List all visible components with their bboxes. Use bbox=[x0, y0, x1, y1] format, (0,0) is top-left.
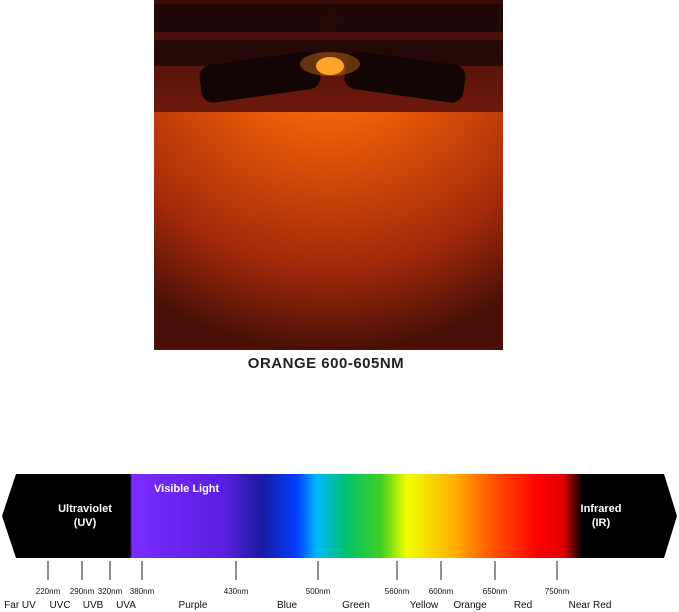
ir-label: Infrared bbox=[581, 503, 622, 515]
uv-abbr: (UV) bbox=[74, 517, 97, 529]
caption: ORANGE 600-605NM bbox=[248, 355, 404, 372]
led-photo bbox=[154, 0, 503, 350]
spectrum-band bbox=[2, 474, 677, 558]
band-label: UVA bbox=[116, 600, 136, 611]
wavelength-label: 560nm bbox=[385, 587, 410, 596]
wavelength-label: 750nm bbox=[545, 587, 570, 596]
band-label: Green bbox=[342, 600, 370, 611]
band-label: UVC bbox=[49, 600, 70, 611]
band-label: Purple bbox=[179, 600, 208, 611]
wavelength-label: 430nm bbox=[224, 587, 249, 596]
visible-label: Visible Light bbox=[154, 483, 220, 495]
wavelength-label: 380nm bbox=[130, 587, 155, 596]
band-label: Red bbox=[514, 600, 532, 611]
band-label: Yellow bbox=[410, 600, 439, 611]
wavelength-label: 600nm bbox=[429, 587, 454, 596]
spectrum: Ultraviolet (UV) Visible Light Infrared … bbox=[2, 474, 677, 558]
wavelength-label: 500nm bbox=[306, 587, 331, 596]
band-label: Blue bbox=[277, 600, 297, 611]
wavelength-label: 220nm bbox=[36, 587, 61, 596]
band-label: Far UV bbox=[4, 600, 36, 611]
band-label: UVB bbox=[83, 600, 104, 611]
wavelength-label: 650nm bbox=[483, 587, 508, 596]
wavelength-label: 320nm bbox=[98, 587, 123, 596]
band-label: Near Red bbox=[569, 600, 612, 611]
wavelength-label: 290nm bbox=[70, 587, 95, 596]
uv-label: Ultraviolet bbox=[58, 503, 112, 515]
ir-abbr: (IR) bbox=[592, 517, 611, 529]
band-label: Orange bbox=[453, 600, 487, 611]
